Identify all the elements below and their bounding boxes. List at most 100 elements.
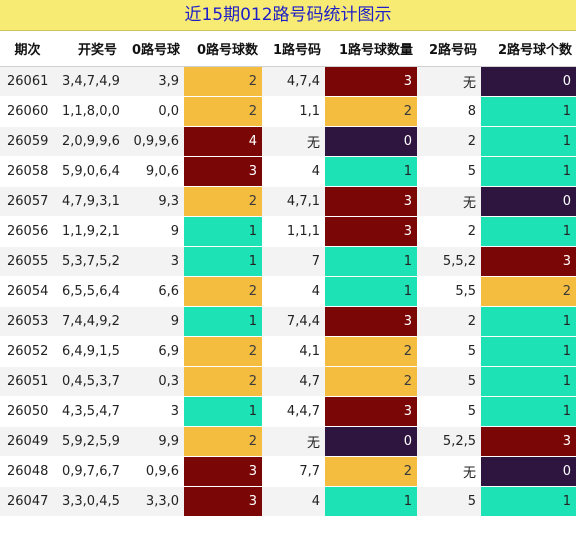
- route0-balls-cell: 9: [121, 306, 184, 337]
- col-header-route1-count: 1路号球数量: [325, 31, 417, 67]
- route2-balls-cell: 5,2,5: [417, 426, 481, 457]
- route1-balls-cell: 4,7,4: [262, 66, 325, 97]
- period-cell: 26056: [0, 216, 55, 247]
- table-row: 26054 6,5,5,6,4 6,6 2 4 1 5,5 2: [0, 276, 576, 307]
- table-row: 26047 3,3,0,4,5 3,3,0 3 4 1 5 1: [0, 486, 576, 517]
- route0-balls-cell: 6,9: [121, 336, 184, 367]
- route1-balls-cell: 1,1,1: [262, 216, 325, 247]
- route1-balls-cell: 7,7: [262, 456, 325, 487]
- draw-number-cell: 5,3,7,5,2: [55, 246, 121, 277]
- route0-balls-cell: 3,3,0: [121, 486, 184, 517]
- period-cell: 26060: [0, 96, 55, 127]
- route0-balls-cell: 9,9: [121, 426, 184, 457]
- route0-count-cell: 2: [184, 96, 262, 127]
- col-header-route2-count: 2路号球个数: [481, 31, 576, 67]
- route2-count-cell: 0: [481, 66, 576, 97]
- col-header-route0-count: 0路号球数: [184, 31, 262, 67]
- route0-balls-cell: 0,9,6: [121, 456, 184, 487]
- draw-number-cell: 1,1,8,0,0: [55, 96, 121, 127]
- route2-balls-cell: 2: [417, 306, 481, 337]
- route2-count-cell: 1: [481, 486, 576, 517]
- table-body: 26061 3,4,7,4,9 3,9 2 4,7,4 3 无 0 26060 1,1,8,0,0…: [0, 66, 576, 517]
- route1-balls-cell: 4,1: [262, 336, 325, 367]
- table-row: 26050 4,3,5,4,7 3 1 4,4,7 3 5 1: [0, 396, 576, 427]
- route1-balls-cell: 4: [262, 486, 325, 517]
- route0-balls-cell: 6,6: [121, 276, 184, 307]
- route2-count-cell: 3: [481, 246, 576, 277]
- route0-balls-cell: 3: [121, 246, 184, 277]
- route1-count-cell: 2: [325, 366, 417, 397]
- period-cell: 26061: [0, 66, 55, 97]
- route0-count-cell: 3: [184, 486, 262, 517]
- route2-count-cell: 1: [481, 336, 576, 367]
- col-header-draw-number: 开奖号: [55, 31, 121, 67]
- route1-count-cell: 3: [325, 306, 417, 337]
- route0-count-cell: 1: [184, 216, 262, 247]
- stats-table: 期次 开奖号 0路号球 0路号球数 1路号码 1路号球数量 2路号码 2路号球个…: [0, 31, 576, 517]
- route1-balls-cell: 4,7: [262, 366, 325, 397]
- table-row: 26052 6,4,9,1,5 6,9 2 4,1 2 5 1: [0, 336, 576, 367]
- route2-count-cell: 1: [481, 156, 576, 187]
- route0-balls-cell: 3: [121, 396, 184, 427]
- route2-balls-cell: 无: [417, 66, 481, 97]
- route1-balls-cell: 7: [262, 246, 325, 277]
- table-row: 26055 5,3,7,5,2 3 1 7 1 5,5,2 3: [0, 246, 576, 277]
- route2-balls-cell: 8: [417, 96, 481, 127]
- route2-count-cell: 1: [481, 366, 576, 397]
- draw-number-cell: 3,4,7,4,9: [55, 66, 121, 97]
- route1-balls-cell: 1,1: [262, 96, 325, 127]
- header-row: 期次 开奖号 0路号球 0路号球数 1路号码 1路号球数量 2路号码 2路号球个…: [0, 31, 576, 67]
- route2-balls-cell: 5: [417, 156, 481, 187]
- route1-balls-cell: 无: [262, 426, 325, 457]
- period-cell: 26059: [0, 126, 55, 157]
- period-cell: 26052: [0, 336, 55, 367]
- route0-count-cell: 2: [184, 336, 262, 367]
- col-header-route0-balls: 0路号球: [121, 31, 184, 67]
- route0-balls-cell: 9,3: [121, 186, 184, 217]
- period-cell: 26050: [0, 396, 55, 427]
- route2-count-cell: 0: [481, 186, 576, 217]
- route2-count-cell: 1: [481, 306, 576, 337]
- col-header-route1-balls: 1路号码: [262, 31, 325, 67]
- table-row: 26056 1,1,9,2,1 9 1 1,1,1 3 2 1: [0, 216, 576, 247]
- route0-count-cell: 3: [184, 456, 262, 487]
- draw-number-cell: 1,1,9,2,1: [55, 216, 121, 247]
- route1-count-cell: 0: [325, 126, 417, 157]
- route0-count-cell: 2: [184, 276, 262, 307]
- route2-balls-cell: 无: [417, 456, 481, 487]
- route0-count-cell: 1: [184, 306, 262, 337]
- route1-balls-cell: 7,4,4: [262, 306, 325, 337]
- route0-count-cell: 2: [184, 186, 262, 217]
- route0-balls-cell: 0,0: [121, 96, 184, 127]
- route2-balls-cell: 5: [417, 366, 481, 397]
- route2-count-cell: 1: [481, 216, 576, 247]
- route1-balls-cell: 4: [262, 276, 325, 307]
- route1-count-cell: 2: [325, 456, 417, 487]
- route0-count-cell: 3: [184, 156, 262, 187]
- route0-balls-cell: 9: [121, 216, 184, 247]
- period-cell: 26057: [0, 186, 55, 217]
- route1-count-cell: 3: [325, 216, 417, 247]
- route1-count-cell: 1: [325, 276, 417, 307]
- period-cell: 26051: [0, 366, 55, 397]
- route0-count-cell: 1: [184, 246, 262, 277]
- period-cell: 26047: [0, 486, 55, 517]
- route2-balls-cell: 5: [417, 336, 481, 367]
- route1-balls-cell: 无: [262, 126, 325, 157]
- table-row: 26058 5,9,0,6,4 9,0,6 3 4 1 5 1: [0, 156, 576, 187]
- route0-balls-cell: 0,9,9,6: [121, 126, 184, 157]
- route1-balls-cell: 4,4,7: [262, 396, 325, 427]
- route1-count-cell: 2: [325, 96, 417, 127]
- draw-number-cell: 7,4,4,9,2: [55, 306, 121, 337]
- route2-count-cell: 3: [481, 426, 576, 457]
- table-row: 26048 0,9,7,6,7 0,9,6 3 7,7 2 无 0: [0, 456, 576, 487]
- table-row: 26061 3,4,7,4,9 3,9 2 4,7,4 3 无 0: [0, 66, 576, 97]
- route0-count-cell: 2: [184, 66, 262, 97]
- chart-title: 近15期012路号码统计图示: [0, 0, 576, 31]
- route2-balls-cell: 5,5,2: [417, 246, 481, 277]
- route2-balls-cell: 5: [417, 486, 481, 517]
- draw-number-cell: 4,3,5,4,7: [55, 396, 121, 427]
- route2-count-cell: 1: [481, 96, 576, 127]
- draw-number-cell: 3,3,0,4,5: [55, 486, 121, 517]
